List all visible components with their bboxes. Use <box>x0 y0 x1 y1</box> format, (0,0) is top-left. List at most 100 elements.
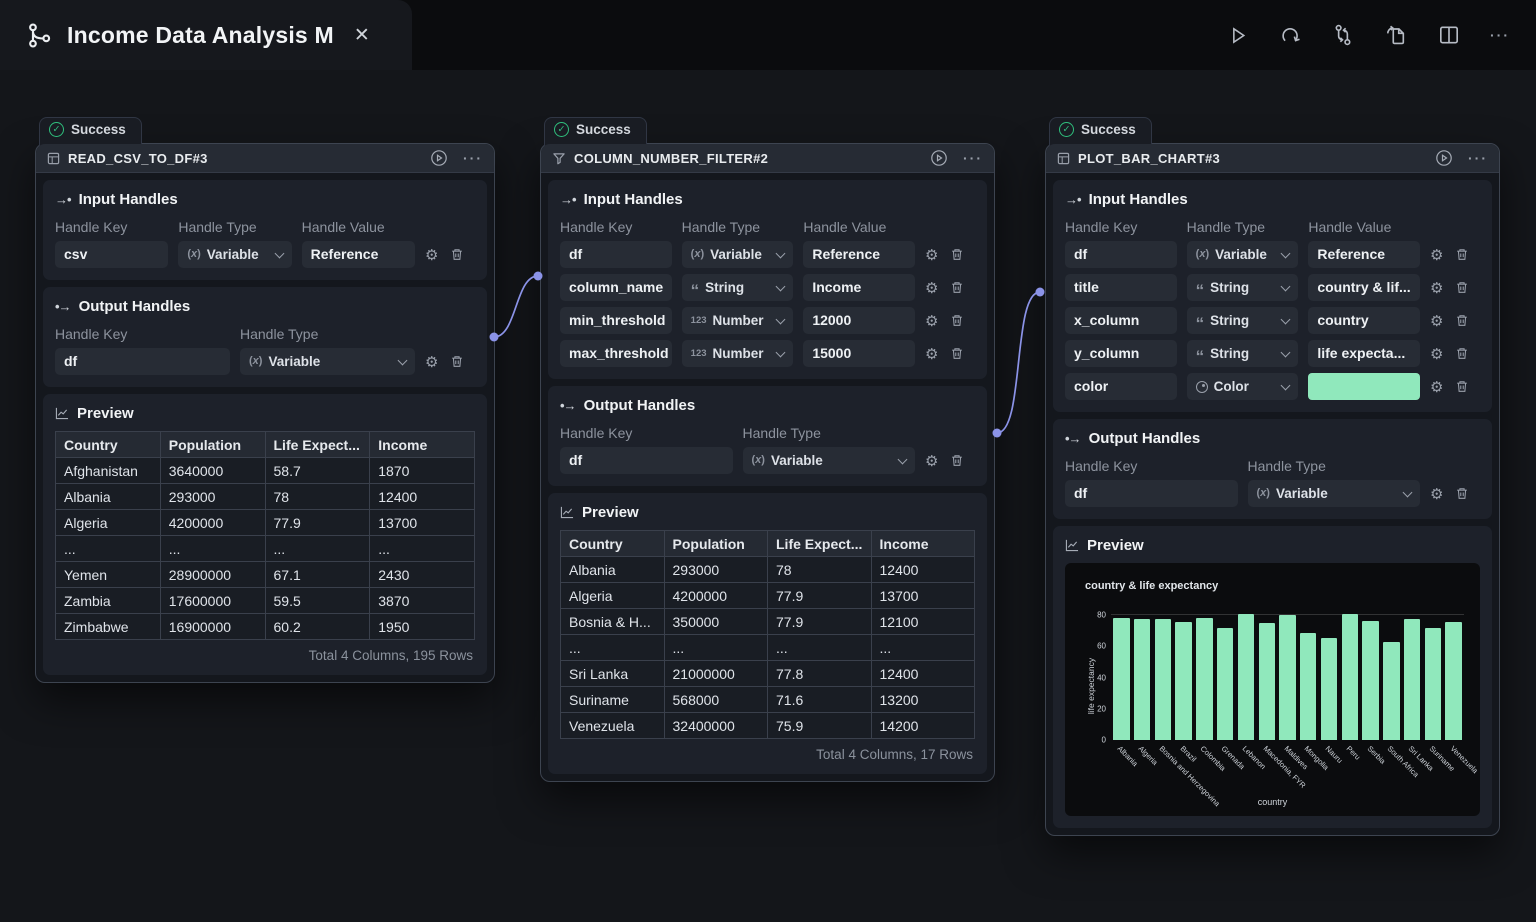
handle-key-input[interactable]: df <box>1065 241 1177 268</box>
handle-value-input[interactable]: life expecta... <box>1308 340 1420 367</box>
node-header[interactable]: READ_CSV_TO_DF#3 ··· <box>36 144 494 173</box>
gear-icon[interactable]: ⚙ <box>1429 377 1444 396</box>
y-tick-label: 40 <box>1097 673 1106 683</box>
run-node-button[interactable] <box>930 149 948 167</box>
trash-icon[interactable] <box>950 453 964 468</box>
handle-key-input[interactable]: df <box>1065 480 1238 507</box>
handle-value-input[interactable]: Reference <box>803 241 915 268</box>
handle-key-input[interactable]: max_threshold <box>560 340 672 367</box>
node-column-number-filter[interactable]: ✓ Success COLUMN_NUMBER_FILTER#2 ··· →• I… <box>540 117 995 782</box>
handle-type-select[interactable]: “String <box>1186 340 1299 367</box>
handle-type-select[interactable]: (x) Variable <box>681 241 794 268</box>
handle-value-input[interactable]: country & lif... <box>1308 274 1420 301</box>
tab-close-icon[interactable]: ✕ <box>353 24 370 46</box>
trash-icon[interactable] <box>1455 486 1469 501</box>
workflow-tab[interactable]: Income Data Analysis M ✕ <box>0 0 412 70</box>
gear-icon[interactable]: ⚙ <box>924 344 939 363</box>
column-header: Life Expect... <box>264 431 371 458</box>
run-node-button[interactable] <box>430 149 448 167</box>
gear-icon[interactable]: ⚙ <box>925 451 939 470</box>
handle-key-input[interactable]: csv <box>55 241 169 268</box>
table-row: Algeria 4200000 77.9 13700 <box>55 509 475 536</box>
trash-icon[interactable] <box>450 354 464 369</box>
gear-icon[interactable]: ⚙ <box>924 278 939 297</box>
canvas[interactable]: ✓ Success READ_CSV_TO_DF#3 ··· →• Input H… <box>0 70 1536 922</box>
gear-icon[interactable]: ⚙ <box>1429 311 1444 330</box>
handle-key-input[interactable]: df <box>560 241 672 268</box>
run-node-button[interactable] <box>1435 149 1453 167</box>
handle-row: column_name “String Income ⚙ <box>560 274 975 301</box>
handle-type-select[interactable]: (x) Variable <box>742 447 915 474</box>
node-plot-bar-chart[interactable]: ✓ Success PLOT_BAR_CHART#3 ··· →• Input H… <box>1045 117 1500 836</box>
trash-icon[interactable] <box>1455 280 1469 295</box>
trash-icon[interactable] <box>1455 346 1469 361</box>
output-handles-section: •→ Output Handles Handle Key Handle Type … <box>43 287 487 387</box>
handle-type-select[interactable]: 123 Number <box>681 340 794 367</box>
swap-connections-button[interactable] <box>1331 23 1355 47</box>
handle-type-select[interactable]: Color <box>1186 373 1299 400</box>
handle-type-select[interactable]: (x) Variable <box>1186 241 1299 268</box>
node-more-button[interactable]: ··· <box>463 150 483 166</box>
success-check-icon: ✓ <box>1059 122 1074 137</box>
handle-type-select[interactable]: “String <box>1186 307 1299 334</box>
handle-value-input[interactable]: Reference <box>301 241 415 268</box>
node-header[interactable]: COLUMN_NUMBER_FILTER#2 ··· <box>541 144 994 173</box>
handle-value-input[interactable]: country <box>1308 307 1420 334</box>
handle-value-input[interactable]: 15000 <box>803 340 915 367</box>
handle-value-input[interactable]: 12000 <box>803 307 915 334</box>
node-read-csv-to-df[interactable]: ✓ Success READ_CSV_TO_DF#3 ··· →• Input H… <box>35 117 495 683</box>
gear-icon[interactable]: ⚙ <box>1429 278 1444 297</box>
y-tick-label: 20 <box>1097 704 1106 714</box>
handle-key-input[interactable]: min_threshold <box>560 307 672 334</box>
input-handles-section: →• Input Handles Handle Key Handle Type H… <box>1053 180 1492 412</box>
bar <box>1445 621 1462 740</box>
trash-icon[interactable] <box>950 280 964 295</box>
table-row: Bosnia & H... 350000 77.9 12100 <box>560 608 975 635</box>
handle-key-input[interactable]: title <box>1065 274 1177 301</box>
bar <box>1196 617 1213 740</box>
gear-icon[interactable]: ⚙ <box>924 245 939 264</box>
rerun-button[interactable] <box>1278 23 1302 47</box>
trash-icon[interactable] <box>1455 247 1469 262</box>
handle-value-input[interactable]: Income <box>803 274 915 301</box>
handle-key-input[interactable]: df <box>55 348 230 375</box>
handle-type-select[interactable]: (x) Variable <box>240 348 415 375</box>
gear-icon[interactable]: ⚙ <box>924 311 939 330</box>
handle-key-input[interactable]: df <box>560 447 733 474</box>
gear-icon[interactable]: ⚙ <box>425 245 439 264</box>
handle-value-input[interactable]: Reference <box>1308 241 1420 268</box>
handle-key-input[interactable]: column_name <box>560 274 672 301</box>
handle-type-select[interactable]: “String <box>1186 274 1299 301</box>
preview-table: Country Population Life Expect... Income Alb… <box>560 530 975 739</box>
handle-key-input[interactable]: x_column <box>1065 307 1177 334</box>
handle-color-swatch[interactable] <box>1308 373 1420 400</box>
trash-icon[interactable] <box>1455 313 1469 328</box>
handle-type-select[interactable]: (x) Variable <box>178 241 292 268</box>
more-options-button[interactable]: ··· <box>1490 27 1510 43</box>
gear-icon[interactable]: ⚙ <box>1429 245 1444 264</box>
toolbar: ··· <box>1226 0 1510 70</box>
handle-type-select[interactable]: “String <box>681 274 794 301</box>
trash-icon[interactable] <box>950 247 964 262</box>
input-handles-icon: →• <box>55 192 72 207</box>
trash-icon[interactable] <box>950 313 964 328</box>
export-file-button[interactable] <box>1384 23 1408 47</box>
gear-icon[interactable]: ⚙ <box>1430 484 1444 503</box>
handle-type-select[interactable]: 123 Number <box>681 307 794 334</box>
handle-key-input[interactable]: y_column <box>1065 340 1177 367</box>
node-more-button[interactable]: ··· <box>963 150 983 166</box>
handle-type-select[interactable]: (x) Variable <box>1247 480 1420 507</box>
gear-icon[interactable]: ⚙ <box>425 352 439 371</box>
table-row: Albania 293000 78 12400 <box>55 483 475 510</box>
trash-icon[interactable] <box>1455 379 1469 394</box>
gear-icon[interactable]: ⚙ <box>1429 344 1444 363</box>
table-row: Algeria 4200000 77.9 13700 <box>560 582 975 609</box>
node-header[interactable]: PLOT_BAR_CHART#3 ··· <box>1046 144 1499 173</box>
handle-key-input[interactable]: color <box>1065 373 1177 400</box>
node-more-button[interactable]: ··· <box>1468 150 1488 166</box>
trash-icon[interactable] <box>450 247 464 262</box>
run-button[interactable] <box>1226 24 1249 47</box>
table-row: ............ <box>55 535 475 562</box>
split-view-button[interactable] <box>1437 23 1461 47</box>
trash-icon[interactable] <box>950 346 964 361</box>
